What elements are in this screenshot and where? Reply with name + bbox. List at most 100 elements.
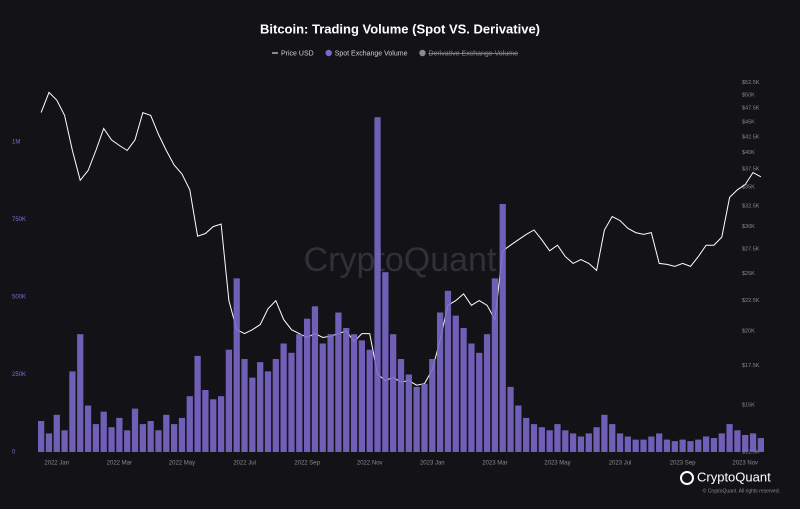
volume-bar [632,439,639,452]
volume-bar [593,427,600,452]
legend-label: Price USD [281,50,314,57]
x-tick-label: 2023 Jul [609,461,632,467]
volume-bar [609,424,616,452]
volume-bar [61,430,68,452]
volume-bar [374,117,381,452]
volume-bar [483,334,491,452]
x-tick-label: 2022 Sep [294,461,320,467]
volume-bar [695,439,702,452]
volume-bar [382,272,389,452]
y2-tick-label: $17.5K [742,363,760,369]
volume-bar [452,315,459,452]
volume-bar [702,436,710,452]
y2-tick-label: $12.5K [742,449,760,455]
y2-tick-label: $15K [742,403,755,409]
volume-bar [233,278,240,452]
volume-bar [210,399,217,452]
volume-bar [397,359,405,452]
volume-bar [663,439,671,452]
volume-bar [468,343,475,452]
plot-area: 0 250K 500K 750K 1M $12.5K $15K $17.5K $20K $22.5… [12,80,764,467]
volume-bar [241,359,248,452]
volume-bar [585,433,592,452]
volume-bar [202,390,209,452]
y2-tick-label: $50K [742,92,755,98]
y2-tick-label: $47.5K [742,106,760,112]
volume-bar [530,424,538,452]
volume-bar [671,441,678,452]
legend-item[interactable]: Price USD [272,50,314,57]
volume-bar [343,328,350,452]
volume-bar [280,343,287,452]
volume-bar [139,424,146,452]
volume-bar [366,349,373,452]
volume-bar [577,436,585,452]
legend-item[interactable]: Spot Exchange Volume [325,49,408,58]
volume-bar [225,349,233,452]
volume-bar [507,386,514,452]
x-tick-label: 2022 Mar [107,461,132,467]
x-tick-label: 2023 Jan [420,461,445,467]
volume-bar [562,430,569,452]
y-tick-label: 1M [12,140,20,146]
y2-tick-label: $27.5K [742,246,760,252]
volume-bar [390,334,397,452]
x-tick-label: 2022 Nov [357,461,383,467]
y2-tick-label: $37.5K [742,167,760,173]
volume-bar [69,371,76,452]
volume-bar [170,424,178,452]
volume-bar [131,408,139,452]
volume-bar [319,343,326,452]
y2-tick-label: $42.5K [742,134,760,140]
volume-bar [186,396,193,452]
volume-bar [742,434,749,452]
volume-bar [249,377,256,452]
y-tick-label: 750K [12,217,26,223]
volume-bar [358,340,366,452]
volume-bar [194,355,201,452]
volume-bar [429,359,436,452]
volume-bar [679,439,686,452]
volume-bar [92,424,100,452]
volume-bar [757,438,764,452]
volume-bar [53,414,60,452]
volume-bar [476,352,483,452]
volume-bar [116,417,123,452]
volume-bar [257,362,264,452]
y2-tick-label: $20K [742,328,755,334]
chart-title: Bitcoin: Trading Volume (Spot VS. Deriva… [260,21,540,36]
volume-bar [84,405,92,452]
y-tick-label: 500K [12,295,26,301]
y2-tick-label: $40K [742,150,755,156]
y2-tick-label: $45K [742,120,755,126]
volume-bar [523,417,530,452]
y2-tick-label: $22.5K [742,298,760,304]
volume-bar [718,433,725,452]
volume-bar [77,334,84,452]
volume-bar [413,386,420,452]
volume-bar [178,417,186,452]
x-tick-label: 2022 May [169,461,195,467]
volume-bar [303,318,311,452]
x-tick-label: 2023 May [544,461,570,467]
legend-label: Spot Exchange Volume [335,50,408,57]
volume-bar [538,427,545,452]
volume-bar [515,405,522,452]
volume-bar [601,414,608,452]
legend-swatch [419,49,426,57]
volume-bar [648,436,655,452]
volume-bar [554,424,561,452]
volume-bar [624,436,632,452]
legend-item[interactable]: Derivative Exchange Volume [419,49,518,58]
volume-bar [264,371,272,452]
volume-bar [327,334,334,452]
volume-bar [217,396,225,452]
volume-bar [45,433,53,452]
y-tick-label: 250K [12,372,26,378]
volume-bar [108,427,115,452]
x-tick-label: 2023 Nov [732,461,758,467]
brand: CryptoQuant [697,469,771,484]
volume-bar [499,204,506,452]
volume-bar [460,328,467,452]
volume-bar [444,290,452,452]
